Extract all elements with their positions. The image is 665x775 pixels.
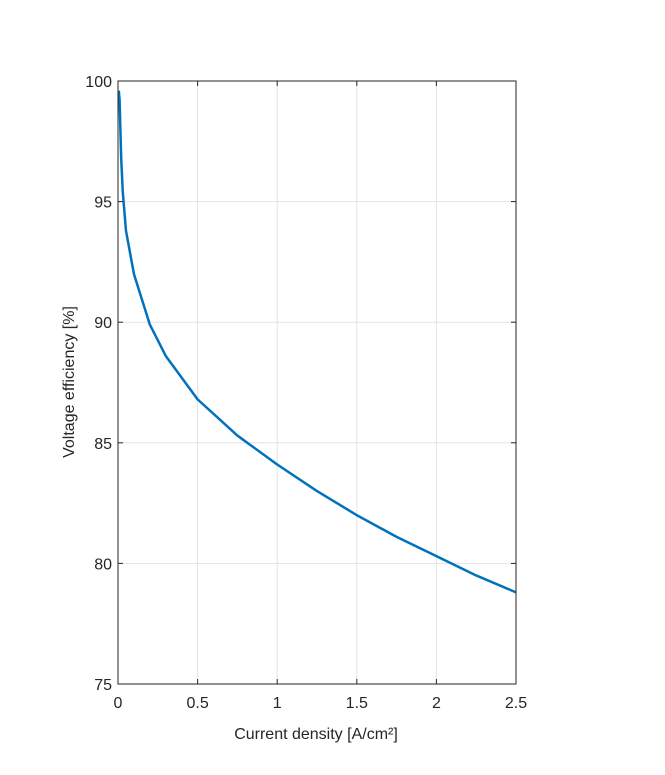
x-tick-label: 1.5 bbox=[346, 695, 368, 712]
x-tick-label: 2.5 bbox=[505, 695, 527, 712]
data-line bbox=[117, 90, 517, 594]
y-tick-label: 95 bbox=[94, 195, 112, 212]
y-tick-label: 75 bbox=[94, 677, 112, 694]
y-tick-label: 100 bbox=[85, 74, 112, 91]
y-tick-label: 90 bbox=[94, 315, 112, 332]
y-axis-label: Voltage efficiency [%] bbox=[61, 306, 78, 458]
x-tick-label: 1 bbox=[273, 695, 282, 712]
y-tick-label: 80 bbox=[94, 556, 112, 573]
x-tick-label: 2 bbox=[432, 695, 441, 712]
x-tick-label: 0.5 bbox=[186, 695, 208, 712]
axes-box bbox=[117, 80, 517, 685]
x-axis-label: Current density [A/cm²] bbox=[234, 726, 398, 743]
plot-area bbox=[117, 90, 517, 594]
y-tick-label: 85 bbox=[94, 436, 112, 453]
x-tick-label: 0 bbox=[114, 695, 123, 712]
